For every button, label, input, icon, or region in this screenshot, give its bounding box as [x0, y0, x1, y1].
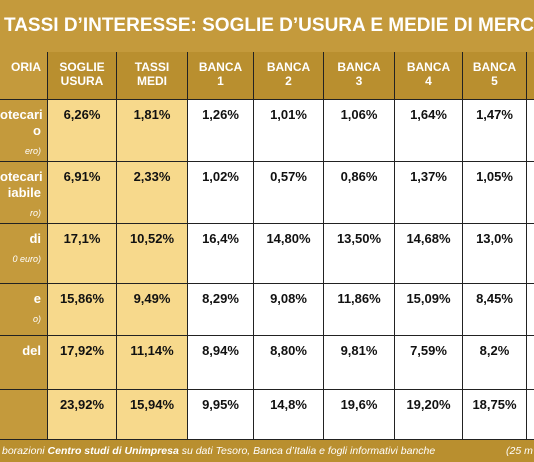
text-line: otecari: [0, 169, 43, 184]
text-line: di: [29, 231, 41, 246]
row-label: del: [0, 336, 48, 390]
header-cell: ORIA: [0, 52, 48, 100]
row-note: ero): [24, 146, 41, 156]
value-cell: 14,8%: [254, 390, 324, 440]
value-cell: 1,02%: [188, 162, 254, 224]
header-cell: BANCA 5: [463, 52, 527, 100]
text-line: USURA: [60, 74, 104, 88]
value-cell: [527, 100, 534, 162]
value-cell: [527, 224, 534, 284]
row-label: e o): [0, 284, 48, 336]
value-cell: 2,33%: [117, 162, 188, 224]
text-line: 5: [491, 74, 498, 88]
text-line: BANCA: [198, 60, 243, 74]
value-cell: 17,1%: [48, 224, 117, 284]
text-line: otecari: [0, 107, 43, 122]
header-cell: SOGLIE USURA: [48, 52, 117, 100]
text-line: BANCA: [406, 60, 451, 74]
text-line: 4: [425, 74, 432, 88]
text-line: BANCA: [337, 60, 381, 74]
text-line: 2: [285, 74, 292, 88]
value-cell: 16,4%: [188, 224, 254, 284]
header-cell: BANCA 4: [395, 52, 463, 100]
text-line: TASSI: [134, 60, 170, 74]
row-note: o): [32, 314, 41, 324]
value-cell: 6,26%: [48, 100, 117, 162]
value-cell: 8,94%: [188, 336, 254, 390]
text-line: 1: [217, 74, 224, 88]
value-cell: 0,57%: [254, 162, 324, 224]
text-line: ORIA: [11, 60, 41, 74]
row-note: ro): [30, 208, 41, 218]
text-line: BANCA: [266, 60, 311, 74]
value-cell: 1,05%: [463, 162, 527, 224]
value-cell: 7,59%: [395, 336, 463, 390]
text-line: BANCA: [472, 60, 517, 74]
value-cell: 9,81%: [324, 336, 395, 390]
value-cell: 13,0%: [463, 224, 527, 284]
date: (25 m: [506, 445, 533, 457]
row-label: [0, 390, 48, 440]
value-cell: 23,92%: [48, 390, 117, 440]
value-cell: 15,94%: [117, 390, 188, 440]
value-cell: 15,86%: [48, 284, 117, 336]
value-cell: 19,6%: [324, 390, 395, 440]
header-cell: BANCA 1: [188, 52, 254, 100]
text-line: 3: [355, 74, 363, 88]
value-cell: 0,86%: [324, 162, 395, 224]
value-cell: 6,91%: [48, 162, 117, 224]
value-cell: 15,09%: [395, 284, 463, 336]
value-cell: 1,47%: [463, 100, 527, 162]
row-label: otecari iabile ro): [0, 162, 48, 224]
value-cell: 10,52%: [117, 224, 188, 284]
value-cell: 11,86%: [324, 284, 395, 336]
source-org: Centro studi di Unimpresa: [47, 445, 179, 457]
value-cell: 13,50%: [324, 224, 395, 284]
header-cell: BANCA 3: [324, 52, 395, 100]
value-cell: 8,29%: [188, 284, 254, 336]
value-cell: 17,92%: [48, 336, 117, 390]
text-line: o: [33, 123, 41, 138]
value-cell: 8,2%: [463, 336, 527, 390]
value-cell: 1,06%: [324, 100, 395, 162]
source: borazioni Centro studi di Unimpresa su d…: [2, 440, 435, 462]
value-cell: [527, 390, 534, 440]
value-cell: 9,08%: [254, 284, 324, 336]
source-rest: su dati Tesoro, Banca d’Italia e fogli i…: [178, 445, 436, 457]
header-cell: TASSI MEDI: [117, 52, 188, 100]
value-cell: 1,37%: [395, 162, 463, 224]
text-line: iabile: [7, 185, 41, 200]
header-cell: BANCA 2: [254, 52, 324, 100]
value-cell: 8,45%: [463, 284, 527, 336]
text-line: e: [33, 291, 41, 306]
text-line: SOGLIE: [59, 60, 105, 74]
value-cell: [527, 336, 534, 390]
value-cell: [527, 162, 534, 224]
value-cell: 1,64%: [395, 100, 463, 162]
row-note: 0 euro): [12, 254, 41, 264]
footer: borazioni Centro studi di Unimpresa su d…: [0, 440, 534, 462]
row-label: di 0 euro): [0, 224, 48, 284]
value-cell: 14,68%: [395, 224, 463, 284]
value-cell: 18,75%: [463, 390, 527, 440]
value-cell: 8,80%: [254, 336, 324, 390]
row-label: otecari o ero): [0, 100, 48, 162]
source-prefix: borazioni: [2, 445, 48, 457]
value-cell: 19,20%: [395, 390, 463, 440]
header-cell: [527, 52, 534, 100]
value-cell: [527, 284, 534, 336]
value-cell: 9,95%: [188, 390, 254, 440]
text-line: del: [22, 343, 41, 358]
value-cell: 11,14%: [117, 336, 188, 390]
value-cell: 9,49%: [117, 284, 188, 336]
value-cell: 14,80%: [254, 224, 324, 284]
value-cell: 1,01%: [254, 100, 324, 162]
title: TASSI D’INTERESSE: SOGLIE D’USURA E MEDI…: [0, 0, 534, 52]
value-cell: 1,81%: [117, 100, 188, 162]
text-line: MEDI: [137, 74, 167, 88]
value-cell: 1,26%: [188, 100, 254, 162]
